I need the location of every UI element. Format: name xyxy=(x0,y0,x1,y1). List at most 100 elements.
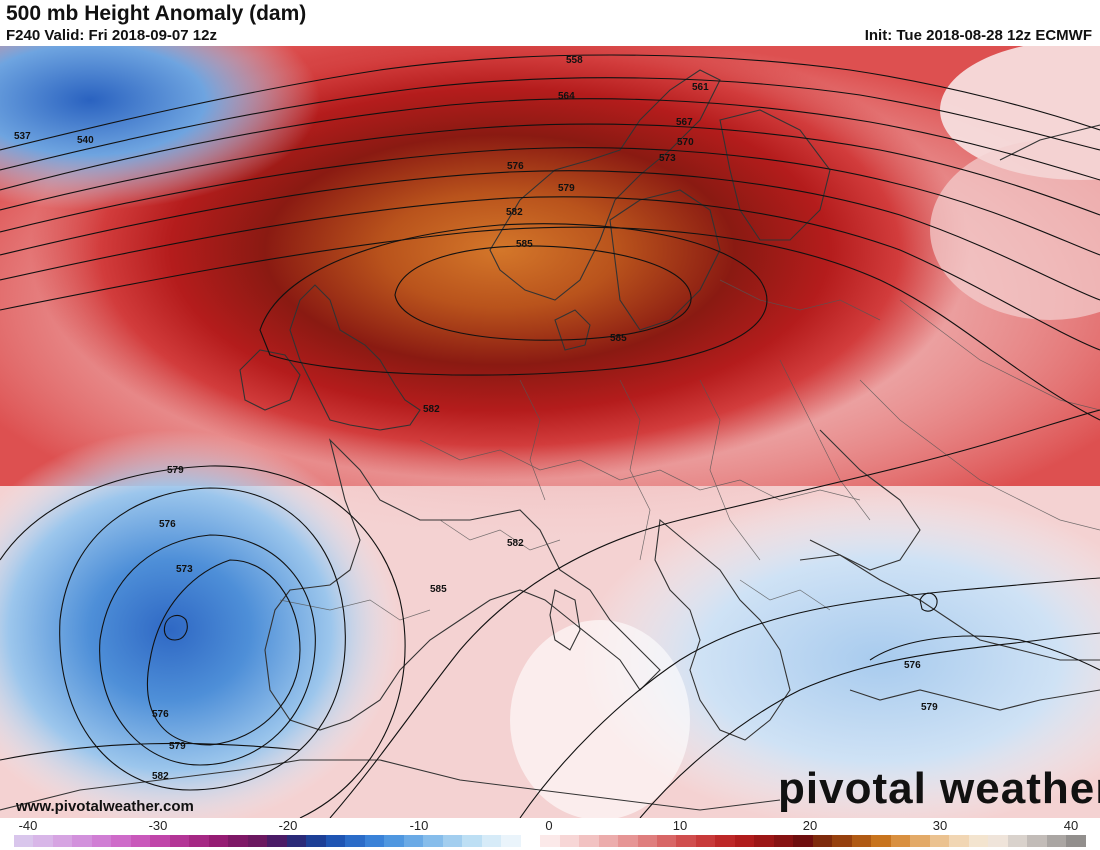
contour-label: 573 xyxy=(176,564,193,575)
colorbar-tick: 20 xyxy=(802,818,818,833)
colorbar-swatch xyxy=(345,835,365,847)
map-title: 500 mb Height Anomaly (dam) xyxy=(6,2,307,25)
contour-label: 576 xyxy=(152,709,169,720)
colorbar-swatch xyxy=(851,835,872,847)
valid-time: F240 Valid: Fri 2018-09-07 12z xyxy=(6,27,217,44)
colorbar-tick: -20 xyxy=(278,818,298,833)
colorbar-swatch xyxy=(812,835,833,847)
contour-label: 579 xyxy=(169,741,186,752)
contour-label: 564 xyxy=(558,91,575,102)
contour-label: 579 xyxy=(558,183,575,194)
colorbar-tick: -30 xyxy=(148,818,168,833)
height-anomaly-map: 537 540 558 561 564 567 570 573 576 579 … xyxy=(0,46,1100,818)
contour-label: 585 xyxy=(610,333,627,344)
colorbar-swatch xyxy=(520,835,541,847)
colorbar-swatch xyxy=(559,835,580,847)
colorbar-swatch xyxy=(871,835,891,847)
colorbar-ticks: -40 -30 -20 -10 0 10 20 30 40 xyxy=(0,818,1100,833)
contour-label: 576 xyxy=(159,519,176,530)
colorbar-swatch xyxy=(715,835,735,847)
colorbar-swatch xyxy=(247,835,268,847)
colorbar-tick: 30 xyxy=(932,818,948,833)
colorbar-swatch xyxy=(988,835,1008,847)
colorbar-swatch xyxy=(423,835,443,847)
colorbar-swatch xyxy=(306,835,326,847)
contour-label: 585 xyxy=(516,239,533,250)
contour-label: 582 xyxy=(152,771,169,782)
colorbar-swatch xyxy=(481,835,502,847)
colorbar-tick: -40 xyxy=(18,818,38,833)
colorbar-swatches xyxy=(14,835,1086,847)
contour-label: 570 xyxy=(677,137,694,148)
colorbar-swatch xyxy=(325,835,346,847)
colorbar-swatch xyxy=(267,835,287,847)
colorbar-swatch xyxy=(72,835,92,847)
init-time: Init: Tue 2018-08-28 12z ECMWF xyxy=(864,27,1092,44)
northwest-low-anomaly xyxy=(0,46,320,210)
colorbar-swatch xyxy=(540,835,560,847)
colorbar-swatch xyxy=(1046,835,1067,847)
iberian-cutoff-low xyxy=(0,430,400,818)
colorbar-swatch xyxy=(968,835,989,847)
colorbar-swatch xyxy=(890,835,911,847)
colorbar-swatch xyxy=(364,835,385,847)
eastern-med-low-anomaly xyxy=(580,490,1100,818)
colorbar-swatch xyxy=(598,835,619,847)
contour-label: 540 xyxy=(77,135,94,146)
colorbar-swatch xyxy=(1007,835,1028,847)
height-contours xyxy=(0,54,1100,818)
contour-label: 579 xyxy=(167,465,184,476)
colorbar-swatch xyxy=(773,835,794,847)
colorbar-swatch xyxy=(949,835,969,847)
colorbar-swatch xyxy=(832,835,852,847)
colorbar-swatch xyxy=(169,835,190,847)
colorbar-swatch xyxy=(91,835,112,847)
colorbar-swatch xyxy=(579,835,599,847)
colorbar-swatch xyxy=(33,835,53,847)
colorbar-swatch xyxy=(637,835,657,847)
colorbar-swatch xyxy=(462,835,482,847)
contour-label: 576 xyxy=(904,660,921,671)
contour-label: 582 xyxy=(423,404,440,415)
colorbar-swatch xyxy=(1027,835,1047,847)
country-borders xyxy=(279,279,1100,621)
colorbar-swatch xyxy=(208,835,229,847)
map-canvas: 537 540 558 561 564 567 570 573 576 579 … xyxy=(0,46,1100,818)
contour-label: 561 xyxy=(692,82,709,93)
contour-label: 573 xyxy=(659,153,676,164)
colorbar-swatch xyxy=(501,835,521,847)
colorbar-swatch xyxy=(52,835,73,847)
colorbar-tick: 10 xyxy=(672,818,688,833)
colorbar-swatch xyxy=(111,835,131,847)
colorbar-swatch xyxy=(442,835,463,847)
colorbar-swatch xyxy=(130,835,151,847)
colorbar-swatch xyxy=(910,835,930,847)
website-url[interactable]: www.pivotalweather.com xyxy=(16,798,194,815)
colorbar-swatch xyxy=(286,835,307,847)
colorbar-swatch xyxy=(793,835,813,847)
contour-labels: 537 540 558 561 564 567 570 573 576 579 … xyxy=(14,55,938,782)
colorbar-swatch xyxy=(695,835,716,847)
chart-header: 500 mb Height Anomaly (dam) F240 Valid: … xyxy=(0,0,1100,46)
brand-logo: pivotal weather xyxy=(778,764,1100,813)
colorbar-swatch xyxy=(734,835,755,847)
contour-label: 585 xyxy=(430,584,447,595)
colorbar-swatch xyxy=(189,835,209,847)
colorbar-swatch xyxy=(929,835,950,847)
colorbar-swatch xyxy=(656,835,677,847)
colorbar-tick: -10 xyxy=(409,818,429,833)
contour-label: 579 xyxy=(921,702,938,713)
colorbar-swatch xyxy=(150,835,170,847)
colorbar-swatch xyxy=(754,835,774,847)
contour-label: 582 xyxy=(507,538,524,549)
colorbar-swatch xyxy=(384,835,404,847)
contour-label: 537 xyxy=(14,131,31,142)
colorbar-swatch xyxy=(676,835,696,847)
colorbar-swatch xyxy=(403,835,424,847)
colorbar-tick: 40 xyxy=(1063,818,1079,833)
anomaly-colorbar: -40 -30 -20 -10 0 10 20 30 40 xyxy=(0,818,1100,850)
colorbar-swatch xyxy=(228,835,248,847)
contour-label: 558 xyxy=(566,55,583,66)
colorbar-tick: 0 xyxy=(545,818,553,833)
contour-label: 567 xyxy=(676,117,693,128)
